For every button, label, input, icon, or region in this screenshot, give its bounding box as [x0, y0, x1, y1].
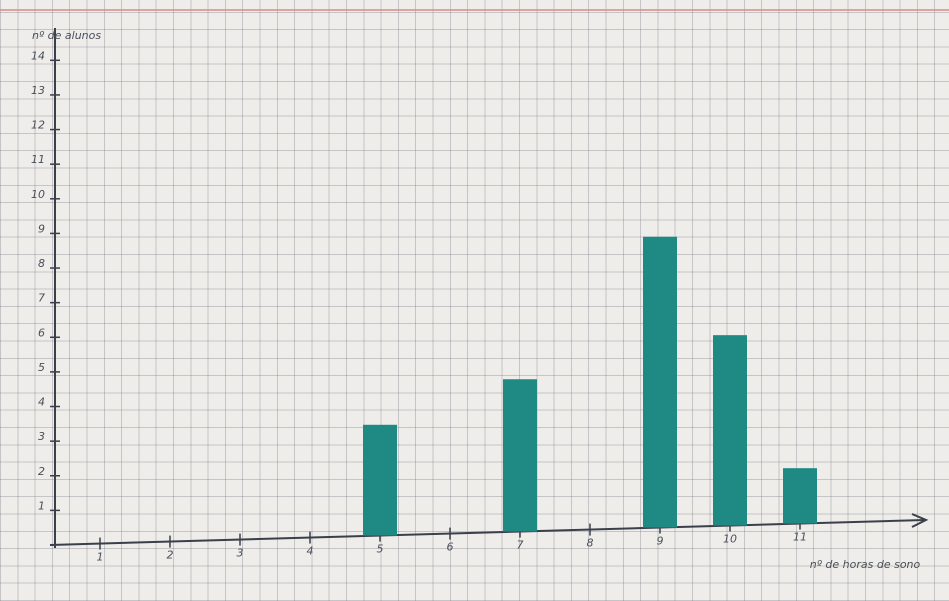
- x-axis-label: nº de horas de sono: [810, 558, 921, 571]
- x-tick-label: 3: [237, 547, 244, 560]
- x-tick-label: 11: [793, 531, 807, 544]
- bar: [713, 335, 747, 525]
- x-tick-label: 9: [657, 535, 664, 548]
- y-tick-label: 4: [38, 396, 45, 409]
- y-tick-label: 11: [31, 153, 45, 166]
- y-tick-label: 9: [38, 222, 45, 235]
- x-tick-label: 8: [587, 537, 594, 550]
- y-tick-label: 7: [38, 292, 45, 305]
- bar: [643, 237, 677, 528]
- x-tick-label: 6: [447, 541, 454, 554]
- y-tick-label: 14: [31, 49, 45, 62]
- bar: [503, 379, 537, 531]
- bar: [363, 425, 397, 536]
- y-tick-label: 2: [38, 465, 45, 478]
- y-tick-label: 1: [38, 499, 45, 512]
- y-tick-label: 10: [31, 188, 45, 201]
- y-tick-label: 12: [31, 119, 45, 132]
- x-tick-label: 7: [517, 539, 524, 552]
- bar: [783, 468, 817, 523]
- y-tick-label: 3: [38, 430, 45, 443]
- x-tick-label: 1: [97, 551, 104, 564]
- y-tick-label: 8: [38, 257, 45, 270]
- y-tick-label: 6: [38, 326, 45, 339]
- x-tick-label: 4: [307, 545, 314, 558]
- x-tick-label: 10: [723, 533, 737, 546]
- y-axis-label: nº de alunos: [32, 29, 101, 42]
- y-tick-label: 13: [31, 84, 45, 97]
- x-tick-label: 2: [167, 549, 174, 562]
- chart: nº de alunos nº de horas de sono 1234567…: [0, 0, 949, 601]
- graph-paper: nº de alunos nº de horas de sono 1234567…: [0, 0, 949, 601]
- x-tick-label: 5: [377, 543, 384, 556]
- y-tick-label: 5: [38, 361, 45, 374]
